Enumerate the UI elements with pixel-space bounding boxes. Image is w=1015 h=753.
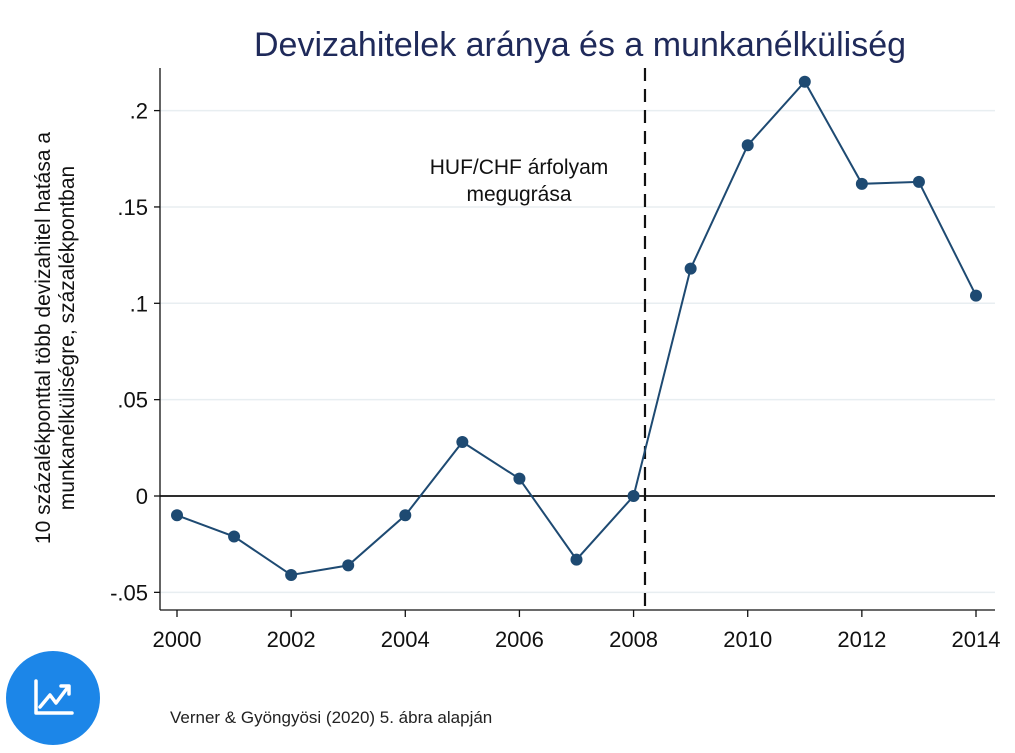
- source-note: Verner & Gyöngyösi (2020) 5. ábra alapjá…: [170, 708, 493, 727]
- x-tick-label: 2010: [723, 627, 772, 652]
- axes: [159, 68, 995, 611]
- data-point: [855, 177, 868, 190]
- data-point: [912, 175, 925, 188]
- y-tick-label: 0: [136, 484, 148, 509]
- data-point: [513, 472, 526, 485]
- data-point: [970, 289, 982, 302]
- x-tick-label: 2004: [381, 627, 430, 652]
- annotation-line-1: HUF/CHF árfolyam: [430, 156, 609, 179]
- x-ticks: 2000 2002 2004 2006 2008 2010 2012 2014: [153, 610, 1001, 652]
- x-tick-label: 2006: [495, 627, 544, 652]
- y-tick-label: -.05: [110, 580, 148, 605]
- y-tick-label: .15: [117, 195, 148, 220]
- data-point: [285, 569, 298, 582]
- data-point: [741, 139, 754, 152]
- x-tick-label: 2002: [267, 627, 316, 652]
- data-point: [171, 509, 183, 522]
- data-point: [798, 75, 811, 88]
- data-point: [342, 559, 355, 572]
- x-tick-label: 2008: [609, 627, 658, 652]
- y-tick-label: .1: [130, 291, 148, 316]
- y-axis-label-line-2: munkanélküliségre, százalékpontban: [56, 166, 79, 510]
- y-tick-label: .05: [117, 388, 148, 413]
- logo: [6, 651, 100, 745]
- y-ticks: -.05 0 .05 .1 .15 .2: [110, 99, 160, 605]
- x-tick-label: 2012: [837, 627, 886, 652]
- series-points: [171, 75, 982, 582]
- data-point: [399, 509, 412, 522]
- data-point: [684, 262, 697, 275]
- data-point: [456, 436, 469, 449]
- y-axis-label: 10 százalékponttal több devizahitel hatá…: [32, 132, 79, 544]
- event-annotation: HUF/CHF árfolyam megugrása: [430, 156, 609, 206]
- chart-title: Devizahitelek aránya és a munkanélkülisé…: [254, 26, 906, 64]
- chart-trend-icon: [34, 679, 74, 715]
- x-tick-label: 2000: [153, 627, 202, 652]
- y-axis-label-line-1: 10 százalékponttal több devizahitel hatá…: [32, 132, 55, 544]
- data-point: [570, 553, 583, 566]
- y-tick-label: .2: [130, 99, 148, 124]
- data-point: [228, 530, 241, 543]
- x-tick-label: 2014: [952, 627, 1001, 652]
- data-point: [627, 490, 640, 502]
- gridlines: [160, 109, 995, 594]
- annotation-line-2: megugrása: [466, 183, 571, 206]
- line-chart: Devizahitelek aránya és a munkanélkülisé…: [32, 26, 1001, 652]
